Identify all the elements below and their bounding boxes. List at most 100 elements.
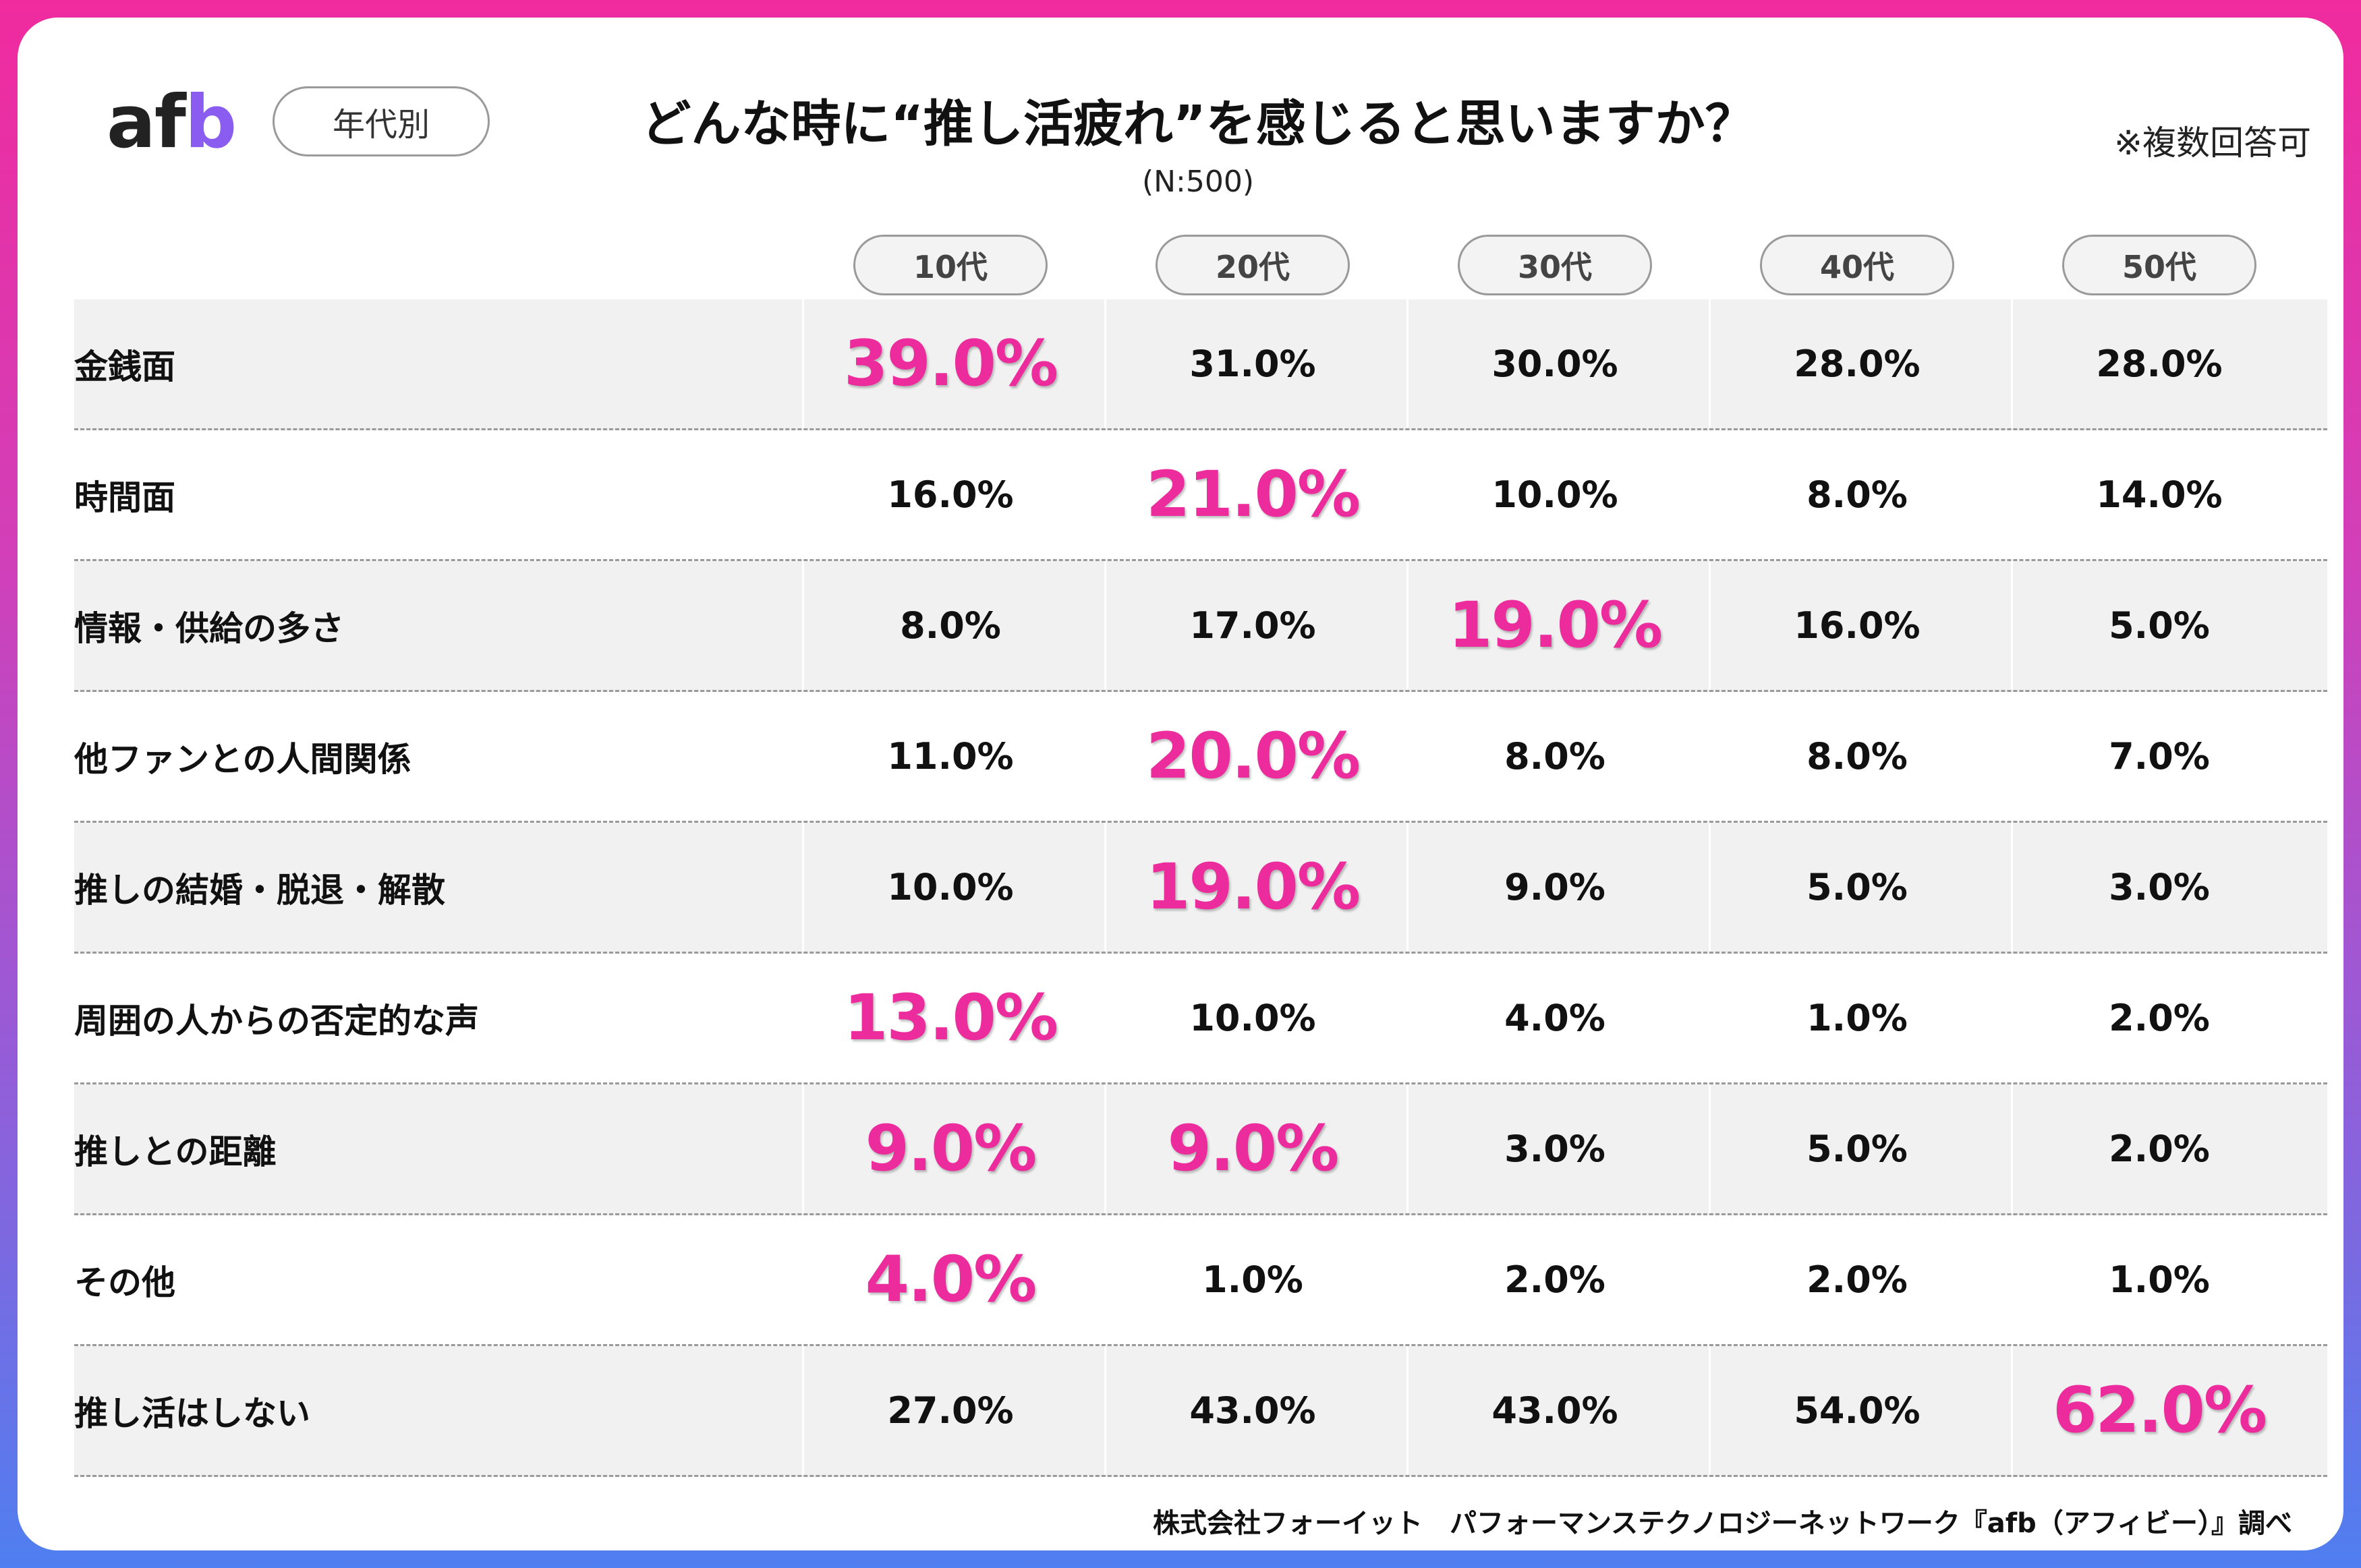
row-label: 他ファンとの人間関係 [74, 739, 411, 779]
value-cell: 11.0% [887, 735, 1014, 778]
afb-logo: afb [107, 80, 237, 165]
sample-size: (N:500) [1141, 165, 1255, 199]
value-cell-highlight: 21.0% [1145, 458, 1361, 531]
value-cell: 10.0% [1189, 997, 1316, 1039]
table-row: 推しの結婚・脱退・解散 10.0% 19.0% 9.0% 5.0% 3.0% [74, 823, 2327, 954]
value-cell-highlight: 39.0% [843, 327, 1058, 401]
column-header-3: 30代 [1458, 235, 1652, 295]
column-separator [1709, 561, 1711, 690]
chart-card: afb 年代別 どんな時に“推し活疲れ”を感じると思いますか？ (N:500) … [18, 18, 2343, 1550]
column-separator [1104, 823, 1106, 952]
value-cell: 8.0% [1807, 473, 1908, 516]
row-label: 推しの結婚・脱退・解散 [74, 870, 445, 910]
column-separator [1709, 823, 1711, 952]
column-separator [2011, 561, 2013, 690]
column-separator [802, 823, 804, 952]
row-label: 推し活はしない [74, 1393, 310, 1433]
value-cell: 1.0% [1807, 997, 1908, 1039]
value-cell: 8.0% [1504, 735, 1605, 778]
value-cell-highlight: 20.0% [1145, 720, 1361, 793]
row-label: その他 [74, 1262, 175, 1302]
value-cell: 3.0% [2109, 866, 2210, 908]
table-row: 情報・供給の多さ 8.0% 17.0% 19.0% 16.0% 5.0% [74, 561, 2327, 692]
value-cell: 2.0% [1807, 1258, 1908, 1301]
table-row: 金銭面 39.0% 31.0% 30.0% 28.0% 28.0% [74, 299, 2327, 430]
column-separator [2011, 1346, 2013, 1475]
value-cell: 10.0% [1491, 473, 1618, 516]
table-row: 他ファンとの人間関係 11.0% 20.0% 8.0% 8.0% 7.0% [74, 692, 2327, 823]
value-cell: 4.0% [1504, 997, 1605, 1039]
column-header-1: 10代 [853, 235, 1048, 295]
column-separator [2011, 299, 2013, 428]
column-separator [1406, 1084, 1409, 1213]
column-separator [1104, 299, 1106, 428]
column-separator [1406, 1346, 1409, 1475]
value-cell: 43.0% [1189, 1389, 1316, 1432]
column-separator [802, 561, 804, 690]
value-cell-highlight: 13.0% [843, 981, 1058, 1055]
column-separator [1104, 561, 1106, 690]
value-cell-highlight: 9.0% [865, 1112, 1037, 1186]
column-separator [1709, 1346, 1711, 1475]
table-row: 時間面 16.0% 21.0% 10.0% 8.0% 14.0% [74, 430, 2327, 561]
value-cell: 10.0% [887, 866, 1014, 908]
column-header-4: 40代 [1760, 235, 1954, 295]
table-row: その他 4.0% 1.0% 2.0% 2.0% 1.0% [74, 1215, 2327, 1346]
value-cell-highlight: 4.0% [865, 1243, 1037, 1316]
value-cell: 9.0% [1504, 866, 1605, 908]
value-cell: 8.0% [900, 604, 1001, 647]
column-separator [1709, 1084, 1711, 1213]
column-header-5: 50代 [2062, 235, 2256, 295]
column-separator [1406, 823, 1409, 952]
value-cell: 28.0% [2096, 343, 2223, 385]
value-cell-highlight: 19.0% [1145, 850, 1361, 924]
column-header-2: 20代 [1156, 235, 1350, 295]
column-separator [2011, 1084, 2013, 1213]
value-cell: 16.0% [1794, 604, 1921, 647]
value-cell: 1.0% [2109, 1258, 2210, 1301]
column-separator [802, 1084, 804, 1213]
row-label: 周囲の人からの否定的な声 [74, 1001, 479, 1041]
value-cell: 1.0% [1202, 1258, 1303, 1301]
chart-title: どんな時に“推し活疲れ”を感じると思いますか？ [641, 95, 1755, 153]
logo-text: af [107, 80, 186, 165]
column-separator [1709, 299, 1711, 428]
value-cell: 31.0% [1189, 343, 1316, 385]
value-cell: 5.0% [2109, 604, 2210, 647]
value-cell: 28.0% [1794, 343, 1921, 385]
value-cell-highlight: 9.0% [1167, 1112, 1340, 1186]
multiple-answer-note: ※複数回答可 [2114, 123, 2311, 163]
column-separator [1406, 299, 1409, 428]
value-cell: 17.0% [1189, 604, 1316, 647]
row-label: 推しとの距離 [74, 1132, 277, 1171]
value-cell: 43.0% [1491, 1389, 1618, 1432]
table-row: 推し活はしない 27.0% 43.0% 43.0% 54.0% 62.0% [74, 1346, 2327, 1477]
row-label: 情報・供給の多さ [74, 608, 344, 648]
row-label: 金銭面 [74, 347, 175, 386]
logo-accent: b [184, 80, 237, 165]
column-separator [1406, 561, 1409, 690]
value-cell-highlight: 62.0% [2052, 1374, 2267, 1447]
column-separator [1104, 1084, 1106, 1213]
value-cell: 2.0% [1504, 1258, 1605, 1301]
value-cell: 27.0% [887, 1389, 1014, 1432]
value-cell: 8.0% [1807, 735, 1908, 778]
column-separator [802, 1346, 804, 1475]
table-row: 周囲の人からの否定的な声 13.0% 10.0% 4.0% 1.0% 2.0% [74, 954, 2327, 1084]
source-credit: 株式会社フォーイット パフォーマンステクノロジーネットワーク『afb（アフィビー… [1152, 1508, 2292, 1539]
row-label: 時間面 [74, 477, 175, 517]
age-tag: 年代別 [273, 86, 490, 156]
column-separator [2011, 823, 2013, 952]
value-cell: 30.0% [1491, 343, 1618, 385]
value-cell: 54.0% [1794, 1389, 1921, 1432]
value-cell: 2.0% [2109, 1128, 2210, 1170]
value-cell: 14.0% [2096, 473, 2223, 516]
column-separator [802, 299, 804, 428]
value-cell: 16.0% [887, 473, 1014, 516]
table-row: 推しとの距離 9.0% 9.0% 3.0% 5.0% 2.0% [74, 1084, 2327, 1215]
value-cell-highlight: 19.0% [1448, 589, 1663, 662]
value-cell: 7.0% [2109, 735, 2210, 778]
value-cell: 5.0% [1807, 1128, 1908, 1170]
column-separator [1104, 1346, 1106, 1475]
value-cell: 3.0% [1504, 1128, 1605, 1170]
